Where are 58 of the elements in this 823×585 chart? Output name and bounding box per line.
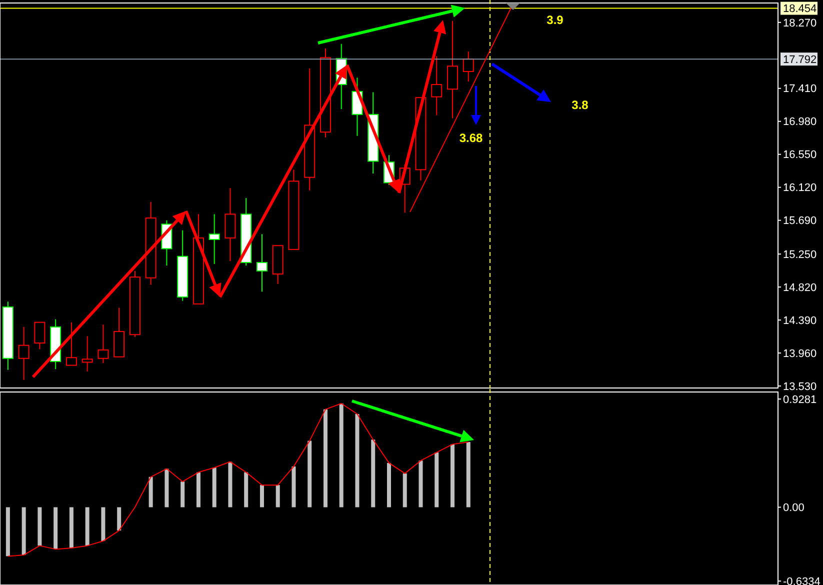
candlestick (34, 322, 46, 350)
bar (101, 507, 106, 542)
y-tick-label: 14.820 (783, 282, 817, 294)
y-tick-label: 0.9281 (783, 394, 817, 406)
candlestick (98, 324, 109, 364)
annotation: 3.8 (572, 98, 589, 112)
bar (244, 472, 248, 508)
candlestick (462, 51, 474, 82)
candlestick (447, 20, 458, 119)
bar (22, 507, 26, 556)
y-tick-label: -0.6334 (783, 576, 820, 585)
y-tick-label: 18.270 (783, 17, 817, 30)
bar (6, 507, 10, 556)
y-tick-label: 16.120 (783, 182, 817, 194)
y-tick-label: 13.530 (783, 380, 817, 393)
bar (69, 507, 74, 548)
y-tick-label: 16.980 (783, 116, 817, 128)
bar (212, 468, 216, 508)
bar (308, 440, 312, 508)
candlestick (208, 214, 220, 265)
bar (292, 466, 296, 508)
bar (164, 468, 169, 508)
bar (228, 462, 232, 508)
y-tick-label: 15.250 (783, 248, 817, 261)
y-tick-label: 16.550 (783, 149, 817, 162)
candlestick (18, 326, 30, 380)
y-tick-label: 15.690 (783, 215, 817, 228)
y-tick-label: 14.390 (783, 314, 817, 327)
bar (355, 414, 360, 508)
bar (387, 462, 391, 508)
y-tick-label: 17.410 (783, 83, 817, 96)
ref-line-label: 17.792 (783, 54, 817, 66)
bar (196, 472, 200, 508)
bar (402, 473, 407, 508)
y-tick-label: 0.00 (783, 502, 804, 514)
candlestick (431, 56, 442, 116)
bar (276, 485, 280, 508)
ref-line-label: 18.454 (783, 3, 817, 16)
candlestick (224, 188, 236, 262)
bar (418, 460, 423, 508)
y-tick-label: 13.960 (783, 348, 817, 360)
bar (371, 440, 376, 508)
candlestick (82, 336, 93, 372)
bar (85, 507, 90, 546)
bar (339, 403, 344, 508)
bar (148, 476, 153, 508)
candlestick (66, 322, 77, 366)
bar (260, 485, 264, 508)
bar (450, 444, 455, 508)
annotation: 3.68 (459, 131, 483, 146)
bar (54, 507, 58, 550)
annotation: 3.9 (546, 13, 564, 28)
bar (323, 409, 328, 508)
candlestick (256, 234, 268, 292)
bar (117, 507, 122, 531)
bar (38, 507, 42, 546)
bar (434, 452, 439, 508)
bar (180, 482, 185, 508)
